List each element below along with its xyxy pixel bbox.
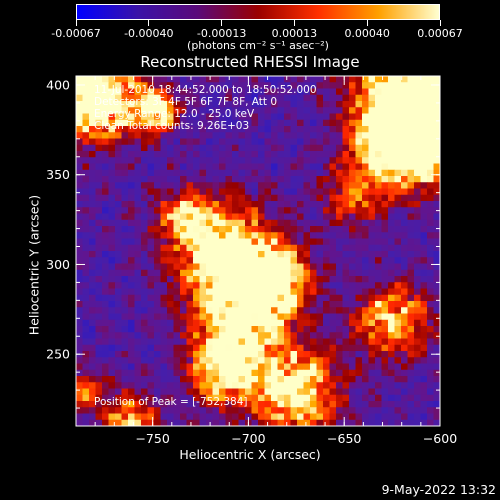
colorbar-tick bbox=[148, 20, 150, 26]
peak-position: Position of Peak = [-752,384] bbox=[94, 396, 248, 408]
y-tick-label: 250 bbox=[46, 347, 70, 362]
x-tick-label: −650 bbox=[327, 431, 361, 446]
plot-title: Reconstructed RHESSI Image bbox=[140, 53, 360, 71]
plot-frame bbox=[75, 75, 441, 427]
x-tick-label: −750 bbox=[135, 431, 169, 446]
colorbar-tick bbox=[293, 20, 295, 26]
axis-ticks: −750 −700 −650 −600 250 300 350 400 bbox=[46, 76, 457, 446]
y-tick-label: 300 bbox=[46, 257, 70, 272]
colorbar-tick-label: -0.00067 bbox=[51, 27, 101, 40]
colorbar-tick bbox=[366, 20, 368, 26]
colorbar-tick bbox=[221, 20, 223, 26]
info-line: 11-Jul-2010 18:44:52.000 to 18:50:52.000 bbox=[94, 84, 317, 96]
colorbar-units: (photons cm⁻² s⁻¹ asec⁻²) bbox=[187, 39, 329, 52]
info-line: Clean Total counts: 9.26E+03 bbox=[94, 120, 250, 132]
x-tick-label: −700 bbox=[231, 431, 265, 446]
colorbar bbox=[76, 4, 440, 20]
x-tick-label: −600 bbox=[423, 431, 457, 446]
timestamp: 9-May-2022 13:32 bbox=[381, 482, 496, 497]
y-tick-label: 350 bbox=[46, 167, 70, 182]
info-line: Detectors: 3F 4F 5F 6F 7F 8F, Att 0 bbox=[94, 96, 278, 108]
colorbar-tick-label: 0.00040 bbox=[344, 27, 390, 40]
y-tick-label: 400 bbox=[46, 77, 70, 92]
colorbar-tick-label: 0.00067 bbox=[417, 27, 463, 40]
colorbar-tick-label: 0.00013 bbox=[271, 27, 318, 40]
y-axis-title: Heliocentric Y (arcsec) bbox=[26, 194, 42, 336]
colorbar-tick-label: -0.00040 bbox=[124, 27, 174, 40]
info-line: Energy Range: 12.0 - 25.0 keV bbox=[94, 108, 255, 120]
colorbar-tick bbox=[75, 20, 77, 26]
colorbar-tick-label: -0.00013 bbox=[196, 27, 247, 40]
colorbar-tick bbox=[439, 20, 441, 26]
heatmap bbox=[76, 76, 441, 427]
x-axis-title: Heliocentric X (arcsec) bbox=[179, 447, 321, 462]
